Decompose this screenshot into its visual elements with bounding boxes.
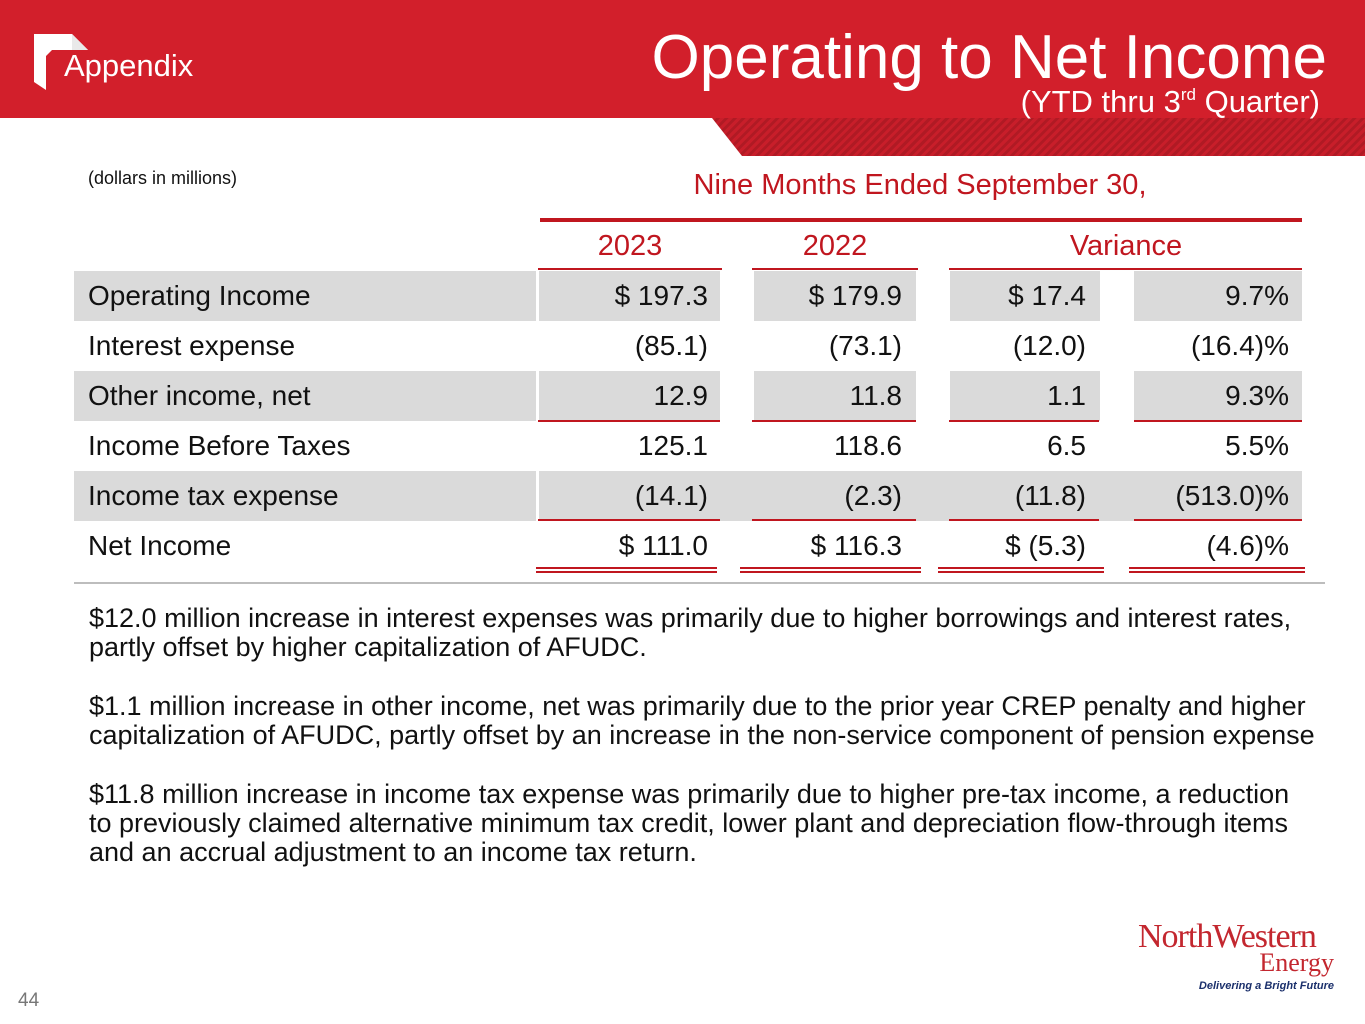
cell-variance-amount: $ (5.3) bbox=[1005, 530, 1086, 561]
note-other-income: $1.1 million increase in other income, n… bbox=[89, 691, 1315, 750]
logo-energy: Energy bbox=[1259, 948, 1334, 977]
row-label: Income tax expense bbox=[88, 480, 339, 511]
table-row: Operating Income $ 197.3 $ 179.9 $ 17.4 … bbox=[74, 271, 1302, 321]
cell-2023: (14.1) bbox=[634, 480, 708, 511]
section-label: Appendix bbox=[64, 48, 194, 83]
column-header-variance: Variance bbox=[1069, 230, 1183, 262]
corner-fold-icon bbox=[34, 34, 88, 90]
header-rule-2023 bbox=[538, 268, 722, 270]
cell-2022: 11.8 bbox=[849, 380, 902, 411]
row-label: Interest expense bbox=[88, 330, 296, 361]
cell-2023: $ 197.3 bbox=[614, 280, 708, 311]
total-rule-2022 bbox=[752, 519, 916, 521]
table-row: Other income, net 12.9 11.8 1.1 9.3% bbox=[74, 371, 1302, 421]
header-banner bbox=[0, 0, 1365, 118]
subtotal-rule-2022 bbox=[752, 420, 916, 422]
double-rule-2023 bbox=[536, 567, 717, 573]
cell-2022: (73.1) bbox=[828, 330, 902, 361]
cell-variance-amount: (11.8) bbox=[1014, 480, 1086, 511]
header-rule-variance bbox=[949, 268, 1302, 270]
table-row: Income tax expense (14.1) (2.3) (11.8) (… bbox=[74, 471, 1302, 521]
logo-tagline: Delivering a Bright Future bbox=[1198, 980, 1334, 992]
page-title: Operating to Net Income bbox=[651, 23, 1327, 92]
units-note: (dollars in millions) bbox=[88, 168, 238, 188]
column-header-2022: 2022 bbox=[802, 230, 868, 262]
table-row: Income Before Taxes 125.1 118.6 6.5 5.5% bbox=[74, 421, 1302, 471]
table-row: Interest expense (85.1) (73.1) (12.0) (1… bbox=[74, 321, 1302, 371]
page-number: 44 bbox=[18, 990, 40, 1011]
header-texture-strip bbox=[712, 118, 1365, 156]
cell-2022: $ 116.3 bbox=[810, 530, 902, 561]
cell-variance-percent: (513.0)% bbox=[1175, 480, 1289, 511]
cell-variance-percent: (16.4)% bbox=[1190, 330, 1289, 361]
double-rule-percent bbox=[1129, 567, 1305, 573]
cell-2023: 12.9 bbox=[653, 380, 709, 411]
table-row: Net Income $ 111.0 $ 116.3 $ (5.3) (4.6)… bbox=[74, 521, 1302, 571]
period-underline bbox=[540, 218, 1302, 222]
subtotal-rule-variance bbox=[949, 420, 1099, 422]
cell-2022: (2.3) bbox=[844, 480, 902, 511]
cell-2023: $ 111.0 bbox=[618, 530, 708, 561]
cell-2023: (85.1) bbox=[634, 330, 708, 361]
row-label: Income Before Taxes bbox=[88, 430, 351, 461]
period-heading: Nine Months Ended September 30, bbox=[693, 169, 1147, 201]
subtotal-rule-2023 bbox=[538, 420, 720, 422]
cell-variance-amount: (12.0) bbox=[1012, 330, 1086, 361]
row-label: Operating Income bbox=[88, 280, 311, 311]
cell-2022: 118.6 bbox=[834, 430, 902, 461]
double-rule-variance bbox=[938, 567, 1104, 573]
total-rule-2023 bbox=[538, 519, 720, 521]
commentary: $12.0 million increase in interest expen… bbox=[89, 604, 1319, 897]
logo-name: NorthWestern bbox=[1138, 918, 1317, 955]
row-label: Other income, net bbox=[88, 380, 311, 411]
double-rule-2022 bbox=[740, 567, 921, 573]
note-income-tax: $11.8 million increase in income tax exp… bbox=[89, 779, 1290, 867]
page-subtitle: (YTD thru 3rd Quarter) bbox=[1020, 84, 1320, 119]
cell-variance-amount: 6.5 bbox=[1047, 430, 1086, 461]
header-rule-2022 bbox=[752, 268, 918, 270]
cell-variance-percent: (4.6)% bbox=[1206, 530, 1289, 561]
cell-variance-percent: 9.3% bbox=[1225, 380, 1289, 411]
cell-2022: $ 179.9 bbox=[808, 280, 902, 311]
cell-variance-percent: 5.5% bbox=[1225, 430, 1289, 461]
cell-variance-amount: 1.1 bbox=[1047, 380, 1086, 411]
table-bottom-divider bbox=[74, 582, 1325, 584]
total-rule-percent bbox=[1134, 519, 1302, 521]
total-rule-variance bbox=[949, 519, 1099, 521]
subtotal-rule-percent bbox=[1134, 420, 1302, 422]
cell-variance-amount: $ 17.4 bbox=[1008, 280, 1086, 311]
row-label: Net Income bbox=[88, 530, 232, 561]
northwestern-energy-logo: NorthWestern Energy Delivering a Bright … bbox=[1130, 918, 1340, 998]
cell-variance-percent: 9.7% bbox=[1225, 280, 1289, 311]
column-header-2023: 2023 bbox=[597, 230, 663, 262]
note-interest-expense: $12.0 million increase in interest expen… bbox=[89, 603, 1292, 662]
cell-2023: 125.1 bbox=[637, 430, 708, 461]
